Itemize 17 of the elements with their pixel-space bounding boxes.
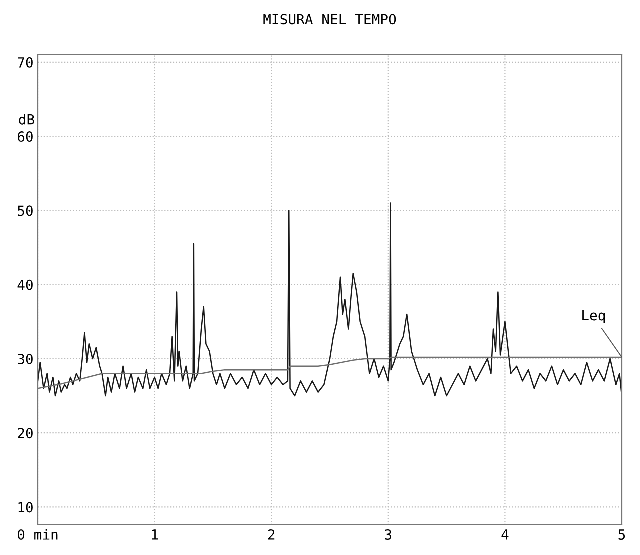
y-tick-label: 40	[18, 280, 33, 290]
x-tick-label: 3	[385, 529, 392, 540]
y-tick-label: 20	[18, 428, 33, 439]
chart-title: MISURA NEL TEMPO	[264, 14, 396, 25]
y-tick-label: 50	[18, 206, 33, 216]
annotation: Leq	[582, 310, 605, 324]
x-tick-label: 0 min	[18, 529, 58, 540]
x-tick-label: 4	[502, 530, 509, 540]
x-tick-label: 2	[268, 529, 275, 540]
line-series	[38, 202, 622, 397]
y-axis-title: dB	[19, 114, 34, 125]
y-tick-label: 30	[18, 354, 33, 364]
y-tick-label: 70	[18, 57, 33, 68]
x-tick-label: 1	[152, 530, 158, 540]
y-tick-label: 10	[18, 502, 33, 513]
x-tick-label: 5	[618, 530, 626, 540]
y-tick-label: 60	[18, 132, 33, 142]
